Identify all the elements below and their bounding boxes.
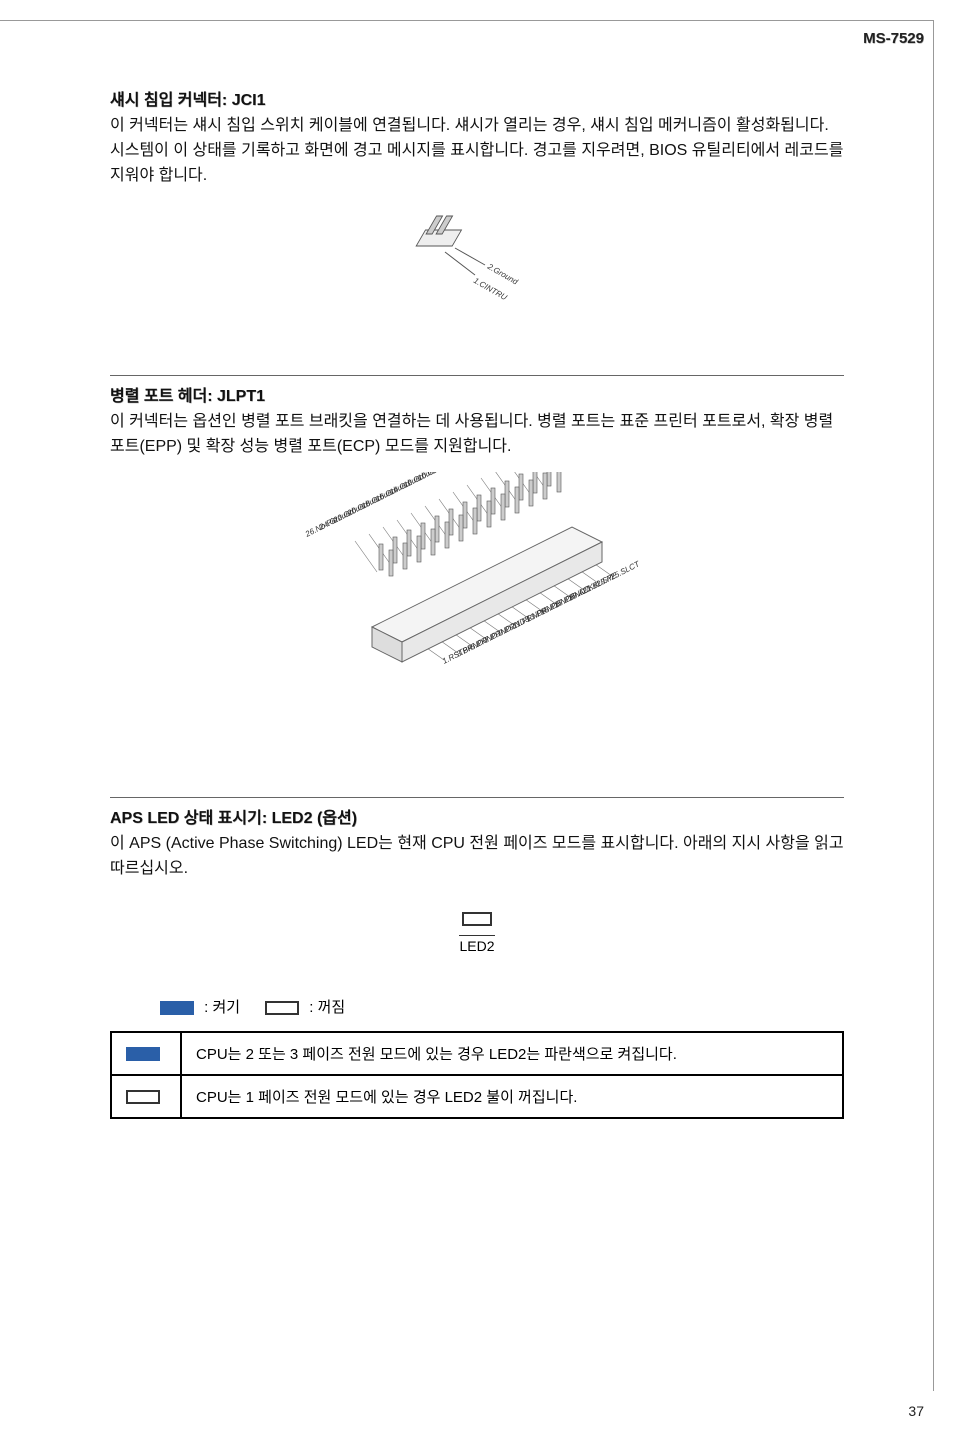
jlpt1-pin-icon <box>435 516 439 542</box>
jlpt1-pin-icon <box>519 474 523 500</box>
led2-title: APS LED 상태 표시기: LED2 (옵션) <box>110 804 844 828</box>
legend-off-swatch <box>265 1001 299 1015</box>
jlpt1-pin-icon <box>389 550 393 576</box>
jlpt1-pin-icon <box>431 529 435 555</box>
jlpt1-pin-icon <box>491 488 495 514</box>
jlpt1-pin-icon <box>473 508 477 534</box>
led2-table: CPU는 2 또는 3 페이즈 전원 모드에 있는 경우 LED2는 파란색으로… <box>110 1031 844 1119</box>
led2-legend: : 켜기 : 꺼짐 <box>160 996 844 1017</box>
content-area: 섀시 침입 커넥터: JCI1 이 커넥터는 섀시 침입 스위치 케이블에 연결… <box>110 86 844 1179</box>
jci1-pin-1: 1.CINTRU <box>472 276 509 302</box>
jlpt1-pin-icon <box>379 544 383 570</box>
jlpt1-pin-icon <box>529 480 533 506</box>
row0-swatch-icon <box>126 1047 160 1061</box>
jci1-title: 섀시 침입 커넥터: JCI1 <box>110 86 844 110</box>
jlpt1-pin-icon <box>459 515 463 541</box>
jlpt1-pin-icon <box>543 473 547 499</box>
jlpt1-pin-icon <box>547 472 551 486</box>
divider-1 <box>110 375 844 376</box>
legend-off-text: : 꺼짐 <box>309 999 345 1016</box>
jlpt1-pin-icon <box>407 530 411 556</box>
page-number: 37 <box>908 1403 924 1419</box>
header-model: MS-7529 <box>863 30 924 47</box>
jlpt1-pin-icon <box>417 536 421 562</box>
jlpt1-pin-left: 8.LPT_SLIN# <box>430 472 477 476</box>
led2-body: 이 APS (Active Phase Switching) LED는 현재 C… <box>110 832 844 882</box>
jlpt1-pin-icon <box>403 543 407 569</box>
section-led2: APS LED 상태 표시기: LED2 (옵션) 이 APS (Active … <box>110 797 844 1119</box>
row1-text: CPU는 1 페이즈 전원 모드에 있는 경우 LED2 불이 꺼집니다. <box>181 1075 843 1118</box>
jci1-body: 이 커넥터는 섀시 침입 스위치 케이블에 연결됩니다. 섀시가 열리는 경우,… <box>110 114 844 188</box>
led2-label: LED2 <box>459 935 494 954</box>
legend-on-text: : 켜기 <box>204 999 240 1016</box>
led2-box: LED2 <box>459 912 494 954</box>
row0-icon-cell <box>111 1032 181 1075</box>
row1-icon-cell <box>111 1075 181 1118</box>
jci1-connector-svg: 2.Ground 1.CINTRU <box>377 200 577 310</box>
jlpt1-pin-icon <box>501 494 505 520</box>
table-row: CPU는 2 또는 3 페이즈 전원 모드에 있는 경우 LED2는 파란색으로… <box>111 1032 843 1075</box>
table-row: CPU는 1 페이즈 전원 모드에 있는 경우 LED2 불이 꺼집니다. <box>111 1075 843 1118</box>
jlpt1-pin-icon <box>421 523 425 549</box>
section-jci1: 섀시 침입 커넥터: JCI1 이 커넥터는 섀시 침입 스위치 케이블에 연결… <box>110 86 844 315</box>
jlpt1-diagram: 26.No Pin24.Ground22.Ground20.Ground18.G… <box>110 472 844 737</box>
jlpt1-pin-right: 1.RSTB# <box>441 643 474 666</box>
row1-swatch-icon <box>126 1090 160 1104</box>
jlpt1-pin-icon <box>515 487 519 513</box>
jlpt1-title: 병렬 포트 헤더: JLPT1 <box>110 382 844 406</box>
led2-diagram: LED2 <box>110 894 844 956</box>
jlpt1-pin-icon <box>505 481 509 507</box>
jlpt1-pin-icon <box>533 472 537 493</box>
jlpt1-connector-svg: 26.No Pin24.Ground22.Ground20.Ground18.G… <box>227 472 727 732</box>
jlpt1-pin-icon <box>449 509 453 535</box>
legend-on-swatch <box>160 1001 194 1015</box>
led2-rect-icon <box>462 912 492 926</box>
jci1-diagram: 2.Ground 1.CINTRU <box>110 200 844 315</box>
jlpt1-pin-icon <box>477 495 481 521</box>
jlpt1-pin-icon <box>445 522 449 548</box>
jlpt1-pin-icon <box>557 472 561 492</box>
row0-text: CPU는 2 또는 3 페이즈 전원 모드에 있는 경우 LED2는 파란색으로… <box>181 1032 843 1075</box>
jlpt1-pin-icon <box>463 502 467 528</box>
section-jlpt1: 병렬 포트 헤더: JLPT1 이 커넥터는 옵션인 병렬 포트 브래킷을 연결… <box>110 375 844 737</box>
jlpt1-body: 이 커넥터는 옵션인 병렬 포트 브래킷을 연결하는 데 사용됩니다. 병렬 포… <box>110 410 844 460</box>
jlpt1-pin-icon <box>393 537 397 563</box>
jlpt1-pin-icon <box>487 501 491 527</box>
divider-2 <box>110 797 844 798</box>
